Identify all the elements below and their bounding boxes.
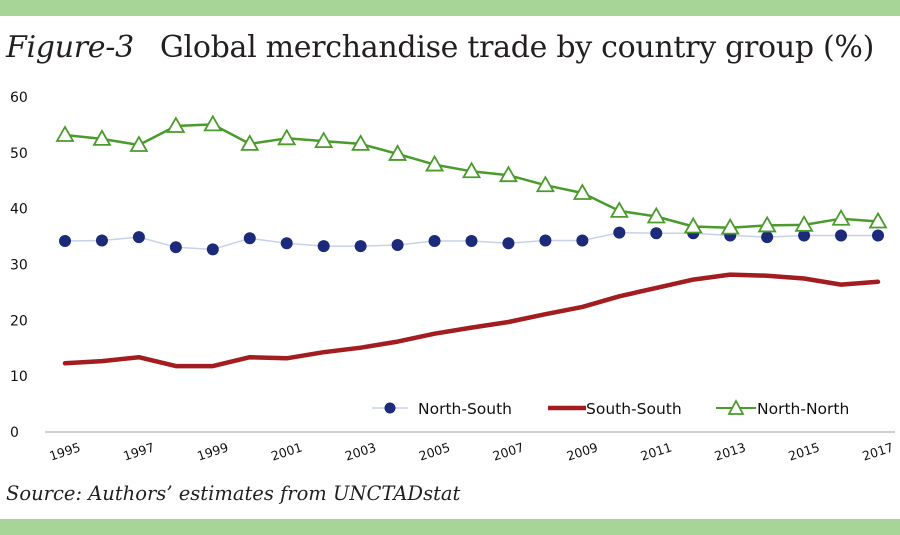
data-point xyxy=(498,165,519,183)
y-axis: 0 10 20 30 40 50 60 xyxy=(10,90,28,441)
data-point xyxy=(650,227,663,240)
figure-title: Figure-3 Global merchandise trade by coun… xyxy=(6,30,874,65)
bottom-color-band xyxy=(0,519,900,535)
data-point xyxy=(351,134,371,151)
x-tick-label: 1995 xyxy=(47,439,82,463)
line-chart: 0 10 20 30 40 50 60 1995 1997 1999 2001 2003 2005 20… xyxy=(10,90,895,464)
legend-label-north-north: North-North xyxy=(757,400,849,418)
figure-title-text: Global merchandise trade by country grou… xyxy=(159,30,874,65)
data-point xyxy=(576,234,589,247)
data-point xyxy=(206,243,219,256)
data-point xyxy=(539,234,552,247)
data-point xyxy=(794,215,814,232)
data-point xyxy=(646,206,666,224)
x-axis: 1995 1997 1999 2001 2003 2005 2007 2009 2011 2013… xyxy=(47,439,895,463)
data-point xyxy=(868,211,888,229)
data-point xyxy=(280,237,293,250)
x-tick-label: 2015 xyxy=(786,439,821,463)
data-point xyxy=(424,154,445,172)
series-north-north xyxy=(55,114,888,235)
x-tick-label: 1999 xyxy=(195,439,230,463)
series-north-south xyxy=(59,226,884,256)
data-point xyxy=(720,217,740,235)
data-point xyxy=(461,161,482,179)
y-tick-label: 20 xyxy=(10,313,28,329)
legend-item-south-south: South-South xyxy=(548,400,682,418)
x-tick-label: 2007 xyxy=(491,439,526,463)
data-point xyxy=(502,237,515,250)
figure-label: Figure-3 xyxy=(6,30,134,65)
data-point xyxy=(95,234,108,247)
data-point xyxy=(243,232,256,245)
data-point xyxy=(761,231,774,244)
data-point xyxy=(835,229,848,242)
x-tick-label: 2009 xyxy=(565,439,600,463)
data-point xyxy=(169,241,182,254)
data-point xyxy=(314,131,334,149)
data-point xyxy=(609,201,629,218)
x-tick-label: 1997 xyxy=(121,439,156,463)
data-point xyxy=(613,226,626,239)
top-color-band xyxy=(0,0,900,16)
data-point xyxy=(391,238,404,251)
y-tick-label: 30 xyxy=(10,258,28,274)
data-point xyxy=(572,183,592,200)
data-point xyxy=(872,229,884,242)
y-tick-label: 0 xyxy=(10,425,19,441)
series-south-south xyxy=(62,272,881,369)
legend-item-north-south: North-South xyxy=(372,400,512,418)
data-point xyxy=(203,114,223,132)
data-point xyxy=(683,216,703,234)
data-point xyxy=(277,128,297,146)
series-line-south-south xyxy=(62,272,881,369)
x-tick-label: 2017 xyxy=(860,439,895,463)
legend-label-north-south: North-South xyxy=(418,400,512,418)
data-point xyxy=(388,144,408,161)
y-tick-label: 10 xyxy=(10,369,28,385)
data-point xyxy=(132,231,145,244)
data-point xyxy=(757,215,777,233)
data-point xyxy=(129,135,149,152)
legend-label-south-south: South-South xyxy=(586,400,682,418)
data-point xyxy=(92,129,112,146)
data-point xyxy=(831,208,851,226)
data-point xyxy=(317,240,330,253)
legend: North-South South-South North-North xyxy=(372,399,849,418)
x-tick-label: 2011 xyxy=(639,439,674,463)
legend-item-north-north: North-North xyxy=(716,399,849,418)
x-tick-label: 2003 xyxy=(343,439,378,463)
data-point xyxy=(535,175,555,193)
data-point xyxy=(354,240,367,253)
legend-marker-triangle-icon xyxy=(727,399,745,415)
figure-source: Source: Authors’ estimates from UNCTADst… xyxy=(6,482,461,505)
legend-marker-circle-icon xyxy=(384,402,396,414)
y-tick-label: 50 xyxy=(10,146,28,162)
data-point xyxy=(240,134,260,151)
data-point xyxy=(55,125,75,142)
data-point xyxy=(59,235,71,248)
y-tick-label: 60 xyxy=(10,90,28,106)
data-point xyxy=(798,229,811,242)
y-tick-label: 40 xyxy=(10,202,28,218)
data-point xyxy=(465,235,478,248)
x-tick-label: 2005 xyxy=(417,439,452,463)
x-tick-label: 2013 xyxy=(713,439,748,463)
x-tick-label: 2001 xyxy=(269,439,304,463)
data-point xyxy=(166,116,186,133)
data-point xyxy=(428,235,441,248)
